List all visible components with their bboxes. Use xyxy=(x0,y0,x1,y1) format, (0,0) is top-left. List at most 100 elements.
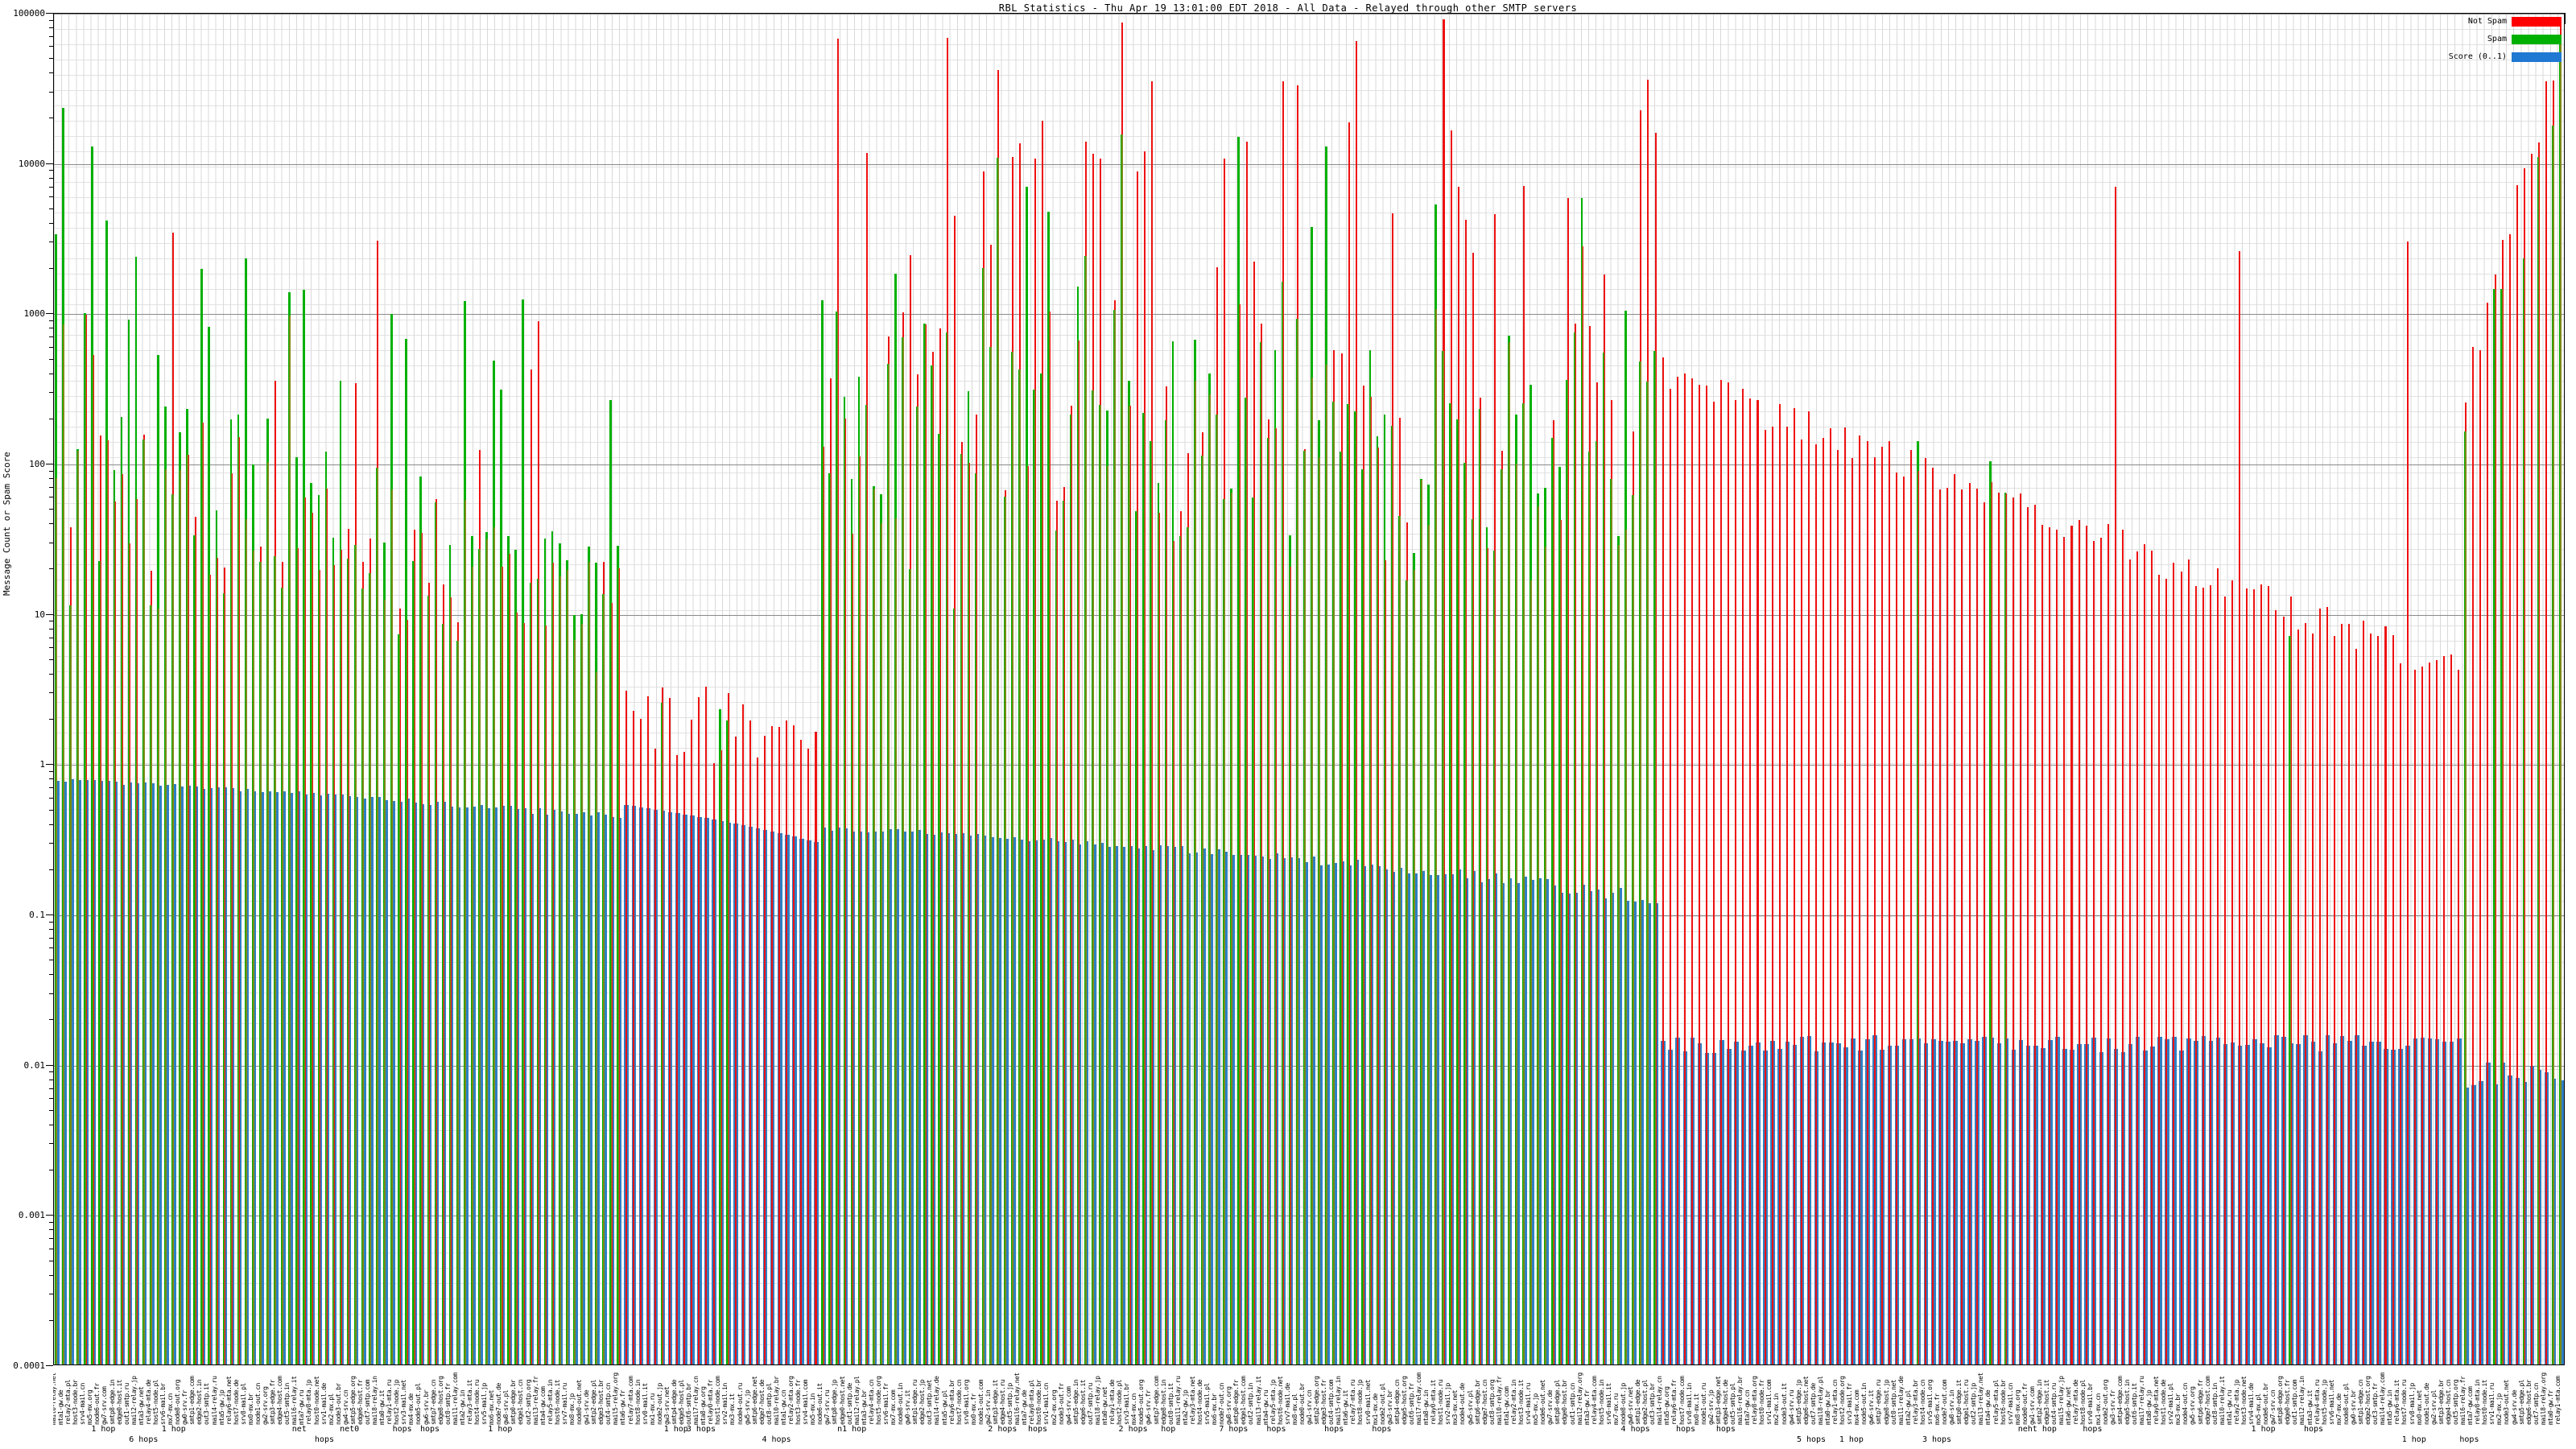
overlap-bar xyxy=(1464,463,1467,1364)
y-minor-tick xyxy=(49,222,53,224)
overlap-bar xyxy=(384,599,386,1364)
chart-title: RBL Statistics - Thu Apr 19 13:01:00 EDT… xyxy=(998,2,1578,14)
x-tick-label: srv6-mail.fr xyxy=(881,1383,890,1425)
x-tick-label: gw8-srv.in xyxy=(1948,1389,1956,1425)
not-spam-bar xyxy=(2333,636,2336,1364)
overlap-bar xyxy=(610,603,612,1364)
not-spam-bar xyxy=(763,735,766,1364)
overlap-bar xyxy=(1311,378,1313,1364)
x-tick-label: edge0-host.it xyxy=(115,1379,123,1425)
y-tick-label: 0.0001 xyxy=(13,1360,45,1371)
overlap-bar xyxy=(567,569,568,1364)
overlap-bar xyxy=(187,455,188,1364)
overlap-bar xyxy=(201,423,204,1364)
x-tick-label: mail0-relay.it xyxy=(2218,1376,2226,1425)
not-spam-bar xyxy=(2056,530,2058,1364)
x-tick-label: out6-smtp.br xyxy=(685,1383,693,1425)
x-tick-label: mta1-gw.cn xyxy=(779,1389,787,1425)
overlap-bar xyxy=(1333,402,1335,1364)
x-tick-label: edge6-host.br xyxy=(2524,1379,2533,1425)
x-tick-label: mx0-mx.net xyxy=(2415,1389,2423,1425)
x-tick-label: host3-node.br xyxy=(72,1379,80,1425)
overlap-bar xyxy=(865,404,868,1364)
overlap-bar xyxy=(237,436,240,1364)
x-tick-label: node4-out.de xyxy=(1459,1383,1467,1425)
x-tick-label: mta3-gw.it xyxy=(2306,1389,2314,1425)
x-tick-label: mx8-mx.org xyxy=(2013,1389,2021,1425)
overlap-bar xyxy=(1114,309,1116,1364)
x-tick-label: edge3-host.it xyxy=(2043,1379,2051,1425)
overlap-bar xyxy=(348,559,349,1364)
overlap-bar xyxy=(208,574,211,1364)
x-tick-label: smtp7-edge.cn xyxy=(429,1379,437,1425)
x-group-label: 1 hop xyxy=(1839,1435,1864,1444)
overlap-bar xyxy=(1493,550,1496,1364)
x-tick-label: mail1-relay.com xyxy=(451,1373,459,1425)
y-minor-tick xyxy=(49,824,53,825)
plot-area xyxy=(53,13,2565,1365)
x-tick-label: node0-out.br xyxy=(1298,1383,1306,1425)
overlap-bar xyxy=(2494,289,2496,1364)
overlap-bar xyxy=(1523,402,1525,1364)
x-tick-label: out7-smtp.com xyxy=(363,1379,371,1425)
not-spam-bar xyxy=(2545,80,2548,1364)
x-tick-label: mta5-gw.jp xyxy=(217,1389,225,1425)
overlap-bar xyxy=(1516,464,1517,1364)
x-tick-label: mail5-relay.jp xyxy=(2058,1376,2066,1425)
not-spam-bar xyxy=(1859,435,1861,1364)
legend-item: Score (0..1) xyxy=(2425,50,2562,64)
not-spam-bar xyxy=(2282,617,2285,1364)
x-tick-label: mta3-gw.net xyxy=(137,1386,145,1425)
not-spam-bar xyxy=(669,697,671,1364)
x-tick-label: srv0-mail.br xyxy=(2087,1383,2095,1425)
y-minor-tick xyxy=(49,196,53,198)
not-spam-bar xyxy=(1662,357,1664,1364)
x-tick-label: host7-node.cn xyxy=(955,1379,963,1425)
x-tick-label: srv8-mail.jp xyxy=(2408,1383,2416,1425)
y-minor-tick xyxy=(49,842,53,844)
x-tick-label: host7-node.com xyxy=(1678,1376,1686,1425)
y-tick-label: 100 xyxy=(29,459,45,469)
overlap-bar xyxy=(1399,516,1401,1364)
not-spam-bar xyxy=(1793,407,1795,1364)
y-minor-tick xyxy=(49,1071,53,1073)
y-minor-tick xyxy=(49,993,53,994)
not-spam-bar xyxy=(2392,635,2394,1364)
overlap-bar xyxy=(303,497,306,1364)
x-tick-label: gw3-srv.net xyxy=(663,1386,671,1425)
x-tick-label: smtp7-edge.com xyxy=(1152,1376,1160,1425)
x-tick-label: smtp5-edge.jp xyxy=(1794,1379,1802,1425)
not-spam-bar xyxy=(1705,386,1708,1364)
not-spam-bar xyxy=(2246,588,2248,1364)
not-spam-bar xyxy=(2406,241,2409,1364)
overlap-bar xyxy=(836,311,839,1364)
x-tick-label: host8-node.in xyxy=(634,1379,642,1425)
not-spam-bar xyxy=(2216,568,2219,1364)
overlap-bar xyxy=(902,337,904,1364)
not-spam-bar xyxy=(1771,427,1773,1364)
not-spam-bar xyxy=(683,752,686,1364)
not-spam-bar xyxy=(1785,427,1788,1364)
not-spam-bar xyxy=(1676,376,1678,1364)
not-spam-bar xyxy=(815,732,817,1364)
x-tick-label: smtp2-edge.in xyxy=(2035,1379,2043,1425)
x-tick-label: edge4-host.com xyxy=(276,1376,284,1425)
x-tick-label: gw2-srv.org xyxy=(262,1386,269,1425)
not-spam-bar xyxy=(2223,597,2226,1364)
overlap-bar xyxy=(1567,379,1569,1364)
x-tick-label: mta5-gw.pl xyxy=(940,1389,948,1425)
x-tick-label: edge6-host.net xyxy=(1802,1376,1810,1425)
y-minor-tick xyxy=(49,46,53,47)
x-tick-label: relay2-mta.pl xyxy=(64,1379,72,1425)
x-group-label: hops xyxy=(314,1435,334,1444)
x-tick-label: gw1-srv.com xyxy=(2028,1386,2036,1425)
x-tick-label: srv7-mail.ru xyxy=(560,1383,568,1425)
x-tick-label: smtp0-edge.it xyxy=(1955,1379,1963,1425)
not-spam-bar xyxy=(1742,389,1744,1364)
x-tick-label: mta6-gw.fr xyxy=(619,1389,627,1425)
x-tick-label: out5-smtp.org xyxy=(2451,1379,2459,1425)
x-axis-group-labels: 1 hop 1 hop 6 hops net net0 hops hops hops 1 hop… xyxy=(53,1425,2565,1447)
x-tick-label: edge4-host.cn xyxy=(2444,1379,2452,1425)
not-spam-bar xyxy=(2144,543,2146,1364)
x-tick-label: relay4-mta.de xyxy=(144,1379,152,1425)
